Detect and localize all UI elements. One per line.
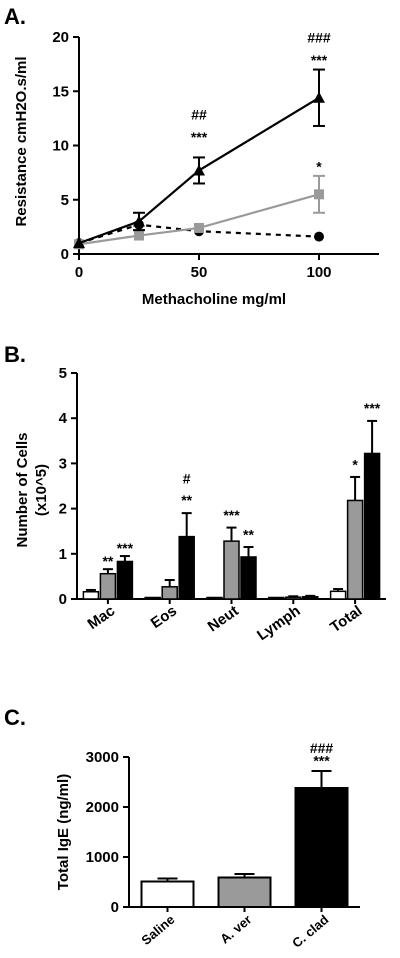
chart-c-significance-label: ### — [310, 740, 334, 756]
chart-b-significance-label: *** — [117, 540, 134, 556]
chart-b-y-axis-title-line2: (x10^5) — [33, 464, 50, 516]
chart-b-bar-saline — [268, 596, 285, 600]
chart-b-category-label: Mac — [85, 602, 119, 633]
chart-c-ytick-label: 0 — [111, 899, 119, 916]
chart-b-bar-cclad — [178, 535, 195, 600]
chart-c-ytick-label: 3000 — [86, 749, 119, 766]
chart-a-significance-label: * — [316, 159, 322, 175]
chart-b-bar-cclad — [240, 556, 257, 600]
chart-a-significance-label: ## — [191, 106, 207, 122]
chart-a-ytick-label: 0 — [61, 246, 69, 263]
chart-c-category-label: C. clad — [289, 912, 331, 951]
chart-a-ytick-label: 10 — [52, 138, 69, 155]
chart-b-significance-label: *** — [364, 400, 381, 416]
chart-a-significance-label: *** — [311, 52, 328, 68]
chart-b-bar-aver — [99, 572, 117, 600]
chart-c-category-label: Saline — [138, 912, 177, 948]
chart-a-series-line-aver — [78, 193, 320, 246]
chart-c-significance-label: *** — [313, 753, 330, 769]
chart-a-significance-label: ### — [307, 29, 331, 45]
chart-a-point-cclad — [313, 91, 325, 103]
chart-b-bar-aver — [223, 540, 240, 600]
chart-c-ytick-label: 1000 — [86, 849, 119, 866]
chart-b-bar-cclad — [116, 560, 134, 600]
chart-a-point-aver — [134, 230, 144, 241]
chart-b-ytick-label: 0 — [59, 591, 67, 608]
chart-c-bar — [140, 880, 195, 908]
chart-b-ytick-label: 4 — [59, 410, 68, 427]
chart-a-ytick-label: 5 — [61, 192, 69, 209]
chart-b-y-axis-title-line1: Number of Cells — [14, 432, 31, 547]
chart-b-ytick-label: 3 — [59, 455, 67, 472]
chart-a-series-line-saline — [78, 223, 320, 245]
chart-b-bar-saline — [82, 591, 100, 600]
chart-b-significance-label: ** — [243, 526, 254, 542]
chart-b-significance-label: *** — [223, 507, 240, 523]
chart-a-ytick-label: 15 — [52, 83, 69, 100]
chart-a-y-axis-title: Resistance cmH2O.s/ml — [13, 56, 30, 226]
chart-a-ytick-label: 20 — [52, 29, 69, 46]
chart-b-bar-saline — [329, 590, 347, 600]
chart-b-bar-cclad — [302, 595, 319, 600]
chart-b-significance-label: * — [352, 457, 358, 473]
chart-a-point-cclad — [193, 164, 205, 176]
chart-b-bar-aver — [285, 596, 302, 600]
chart-c-category-label: A. ver — [217, 912, 254, 947]
chart-a-series-line-cclad — [78, 96, 320, 245]
chart-c-ytick-label: 2000 — [86, 799, 119, 816]
chart-b-bar-aver — [346, 499, 364, 600]
chart-c-bar — [294, 787, 349, 908]
chart-b: 0 1 2 3 4 5 Number of Cells (x10^5) Mac Eos Neut Ly… — [14, 365, 386, 644]
chart-b-significance-label: # — [183, 471, 191, 487]
chart-a-xtick-label: 0 — [75, 264, 83, 281]
chart-b-significance-label: ** — [102, 553, 113, 569]
chart-a-significance-label: *** — [191, 129, 208, 145]
chart-a-xtick-label: 50 — [191, 264, 208, 281]
chart-a-axes — [78, 37, 379, 255]
panel-a-label: A. — [4, 4, 26, 29]
chart-b-bar-saline — [206, 596, 223, 600]
chart-a-point-cclad — [73, 237, 85, 249]
chart-b-category-label: Eos — [148, 602, 180, 632]
chart-b-ytick-label: 1 — [59, 546, 67, 563]
chart-a-point-saline — [314, 231, 324, 242]
chart-b-ytick-label: 2 — [59, 501, 67, 518]
chart-b-significance-label: ** — [181, 492, 192, 508]
chart-b-category-label: Neut — [205, 602, 242, 635]
chart-b-bar-aver — [161, 586, 178, 600]
chart-b-bar-saline — [144, 596, 161, 600]
panel-c-label: C. — [4, 705, 26, 730]
chart-c-bar — [217, 876, 272, 908]
panel-b-label: B. — [4, 342, 26, 367]
chart-b-ytick-label: 5 — [59, 365, 67, 382]
chart-b-category-label: Lymph — [254, 602, 304, 644]
chart-a: 0 5 10 15 20 0 50 100 Methacholine mg/ml Resistan… — [13, 29, 379, 308]
chart-b-category-label: Total — [327, 602, 365, 636]
chart-a-point-cclad — [133, 215, 145, 227]
chart-a-x-axis-title: Methacholine mg/ml — [142, 291, 286, 308]
chart-a-point-aver — [194, 222, 204, 233]
chart-c-y-axis-title: Total IgE (ng/ml) — [55, 774, 72, 890]
chart-a-xtick-label: 100 — [306, 264, 331, 281]
chart-b-bar-cclad — [363, 452, 381, 600]
chart-c: 0 1000 2000 3000 Total IgE (ng/ml) Saline A. v… — [55, 740, 360, 951]
chart-a-point-aver — [314, 189, 324, 200]
